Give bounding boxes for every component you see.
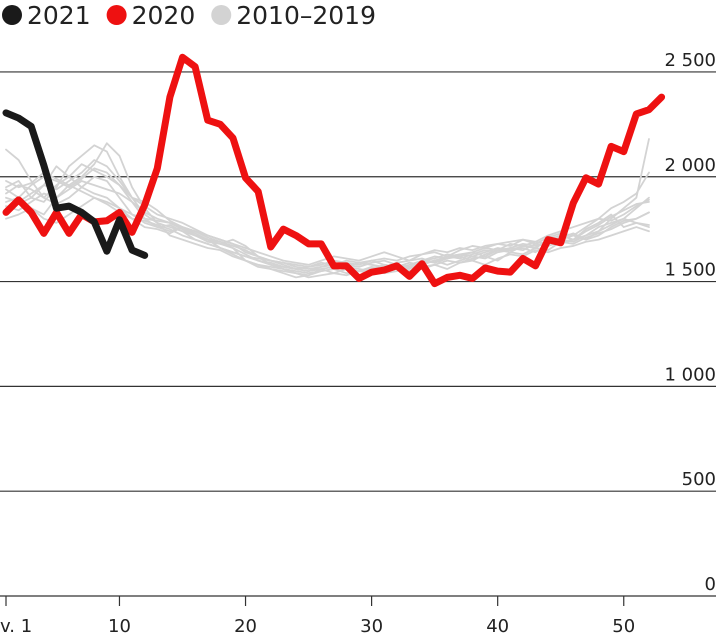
y-tick-label: 2 500 <box>664 50 716 71</box>
y-tick-label: 0 <box>705 574 716 595</box>
y-tick-label: 1 000 <box>664 364 716 385</box>
legend-label: 2010–2019 <box>236 1 376 30</box>
x-tick-label: 40 <box>486 616 509 637</box>
line <box>5 167 650 272</box>
legend-swatch <box>2 5 22 25</box>
x-tick-label: v. 1 <box>0 616 32 637</box>
legend-label: 2020 <box>132 1 196 30</box>
legend-label: 2021 <box>27 1 91 30</box>
line <box>5 165 650 268</box>
x-tick-label: 20 <box>234 616 257 637</box>
x-tick-label: 50 <box>612 616 635 637</box>
legend-swatch <box>106 5 127 25</box>
y-tick-label: 2 000 <box>664 155 716 176</box>
x-tick-label: 10 <box>108 616 131 637</box>
x-tick-label: 30 <box>360 616 383 637</box>
y-tick-label: 500 <box>682 469 716 490</box>
y-tick-label: 1 500 <box>664 260 716 281</box>
line <box>2 109 149 259</box>
legend-swatch <box>211 5 232 25</box>
line <box>2 53 666 288</box>
